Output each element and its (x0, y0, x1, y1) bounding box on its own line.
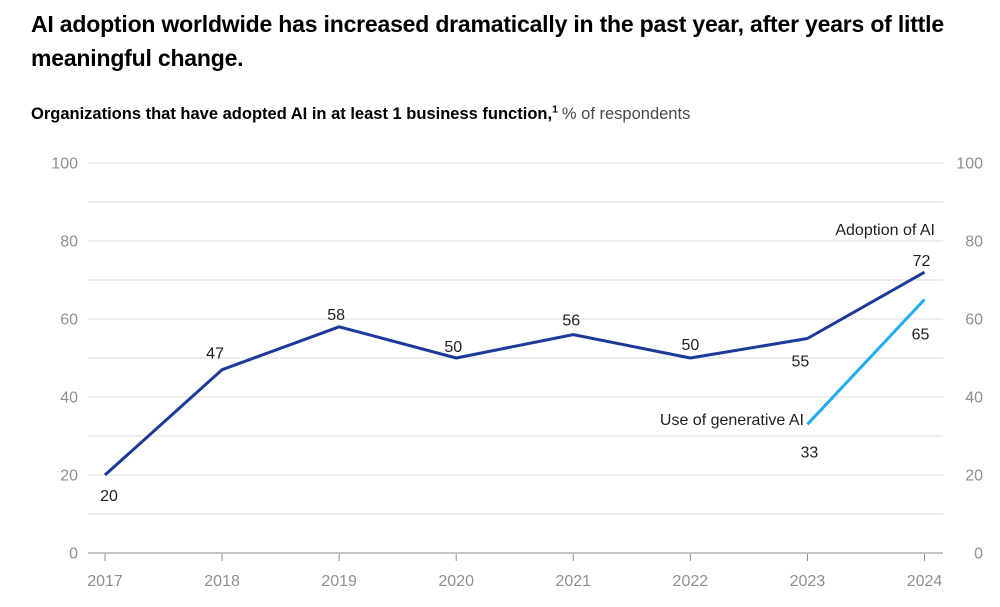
y-axis-label-left-20: 20 (60, 468, 78, 485)
y-axis-label-right-20: 20 (965, 468, 983, 485)
y-axis-label-left-0: 0 (69, 546, 78, 563)
chart-title: AI adoption worldwide has increased dram… (31, 11, 944, 71)
x-axis-label-2022: 2022 (673, 573, 709, 590)
x-axis-label-2020: 2020 (438, 573, 474, 590)
footnote-marker: 1 (552, 103, 558, 116)
y-axis-label-left-60: 60 (60, 312, 78, 329)
y-axis-label-right-40: 40 (965, 390, 983, 407)
value-label-adoption-of-ai-2019: 58 (327, 307, 345, 324)
y-axis-label-left-80: 80 (60, 234, 78, 251)
value-label-adoption-of-ai-2021: 56 (562, 313, 580, 330)
x-axis-label-2019: 2019 (321, 573, 357, 590)
series-label-use-of-generative-ai: Use of generative AI (660, 412, 804, 429)
chart-subtitle: Organizations that have adopted AI in at… (31, 103, 690, 125)
value-label-use-of-generative-ai-2024: 65 (912, 327, 930, 344)
x-axis-label-2023: 2023 (790, 573, 826, 590)
x-axis-label-2017: 2017 (87, 573, 123, 590)
x-axis-label-2021: 2021 (555, 573, 591, 590)
y-axis-label-right-60: 60 (965, 312, 983, 329)
x-axis-label-2024: 2024 (907, 573, 943, 590)
series-line-use-of-generative-ai (806, 298, 926, 426)
value-label-adoption-of-ai-2023: 55 (792, 354, 810, 371)
y-axis-label-left-100: 100 (51, 156, 78, 173)
x-axis-label-2018: 2018 (204, 573, 240, 590)
value-label-use-of-generative-ai-2023: 33 (801, 444, 819, 461)
series-label-adoption-of-ai: Adoption of AI (835, 222, 935, 239)
series-line-adoption-of-ai (103, 270, 926, 477)
value-label-adoption-of-ai-2017: 20 (100, 488, 118, 505)
value-label-adoption-of-ai-2022: 50 (681, 337, 699, 354)
y-axis-label-right-0: 0 (974, 546, 983, 563)
value-label-adoption-of-ai-2024: 72 (913, 253, 931, 270)
y-axis-label-right-80: 80 (965, 234, 983, 251)
subtitle-bold-text: Organizations that have adopted AI in at… (31, 105, 553, 123)
subtitle-unit-text: % of respondents (561, 105, 691, 123)
value-label-adoption-of-ai-2018: 47 (206, 346, 224, 363)
y-axis-label-left-40: 40 (60, 390, 78, 407)
value-label-adoption-of-ai-2020: 50 (444, 339, 462, 356)
y-axis-label-right-100: 100 (956, 156, 983, 173)
